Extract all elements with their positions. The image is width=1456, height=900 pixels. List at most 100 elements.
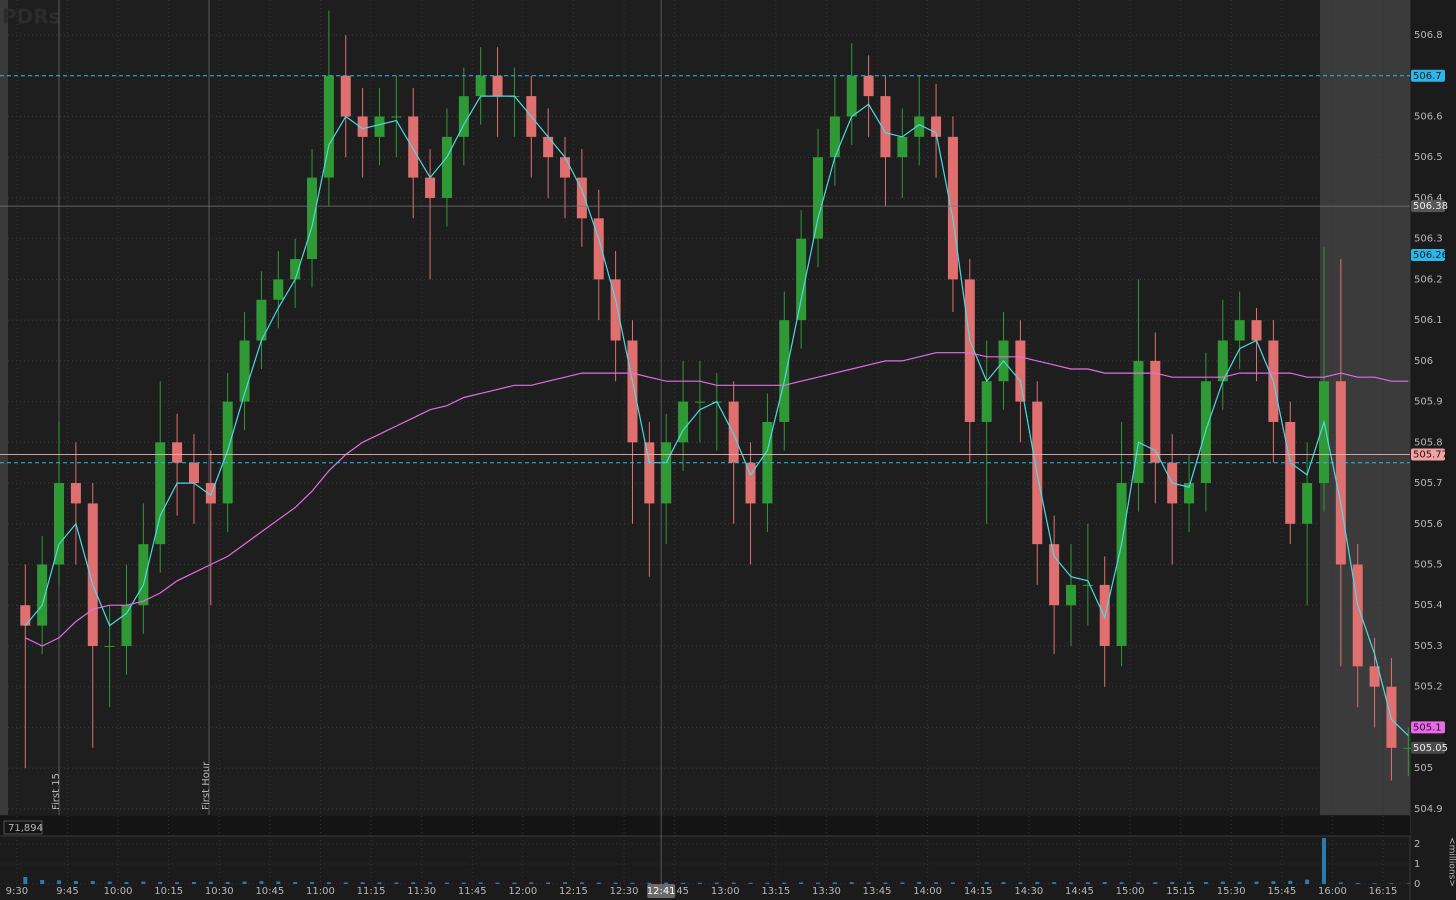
- x-tick-label: 12:00: [508, 886, 537, 897]
- volume-bar: [360, 882, 365, 884]
- indicator-line: [24, 95, 1409, 737]
- volume-bar: [1018, 882, 1023, 884]
- candle-body: [1133, 360, 1144, 484]
- candle-body: [1082, 584, 1093, 586]
- candle-body: [87, 503, 98, 646]
- candle-body: [863, 75, 874, 97]
- volume-bar: [596, 882, 601, 884]
- x-tick-label: 14:45: [1065, 886, 1094, 897]
- candle-body: [796, 238, 807, 321]
- price-label-box: [1411, 69, 1445, 82]
- volume-bar: [866, 882, 871, 884]
- y-tick-label: 1: [1414, 859, 1420, 870]
- candle-body: [694, 401, 705, 403]
- volume-bar: [512, 882, 517, 884]
- candle-body: [1302, 483, 1313, 524]
- volume-bar: [23, 877, 28, 884]
- candle-body: [661, 442, 672, 504]
- volume-bar: [681, 882, 686, 884]
- y-tick-label: 505.7: [1414, 478, 1443, 489]
- candle-body: [425, 177, 436, 198]
- candle-body: [374, 116, 385, 137]
- y-tick-label: 506.3: [1414, 234, 1443, 245]
- volume-bar: [394, 882, 399, 884]
- candle-body: [846, 75, 857, 117]
- volume-header: [0, 816, 1410, 836]
- candle-body: [897, 136, 908, 158]
- volume-bar: [293, 882, 298, 884]
- candle-body: [155, 442, 166, 545]
- volume-bar: [1035, 882, 1040, 884]
- price-label: 506.38: [1413, 201, 1448, 212]
- candle-body: [1015, 340, 1026, 402]
- candle-body: [1217, 340, 1228, 382]
- candle-body: [914, 116, 925, 137]
- candle-body: [239, 340, 250, 402]
- x-tick-label: 12:30: [610, 886, 639, 897]
- afterhours-shade: [1320, 0, 1410, 815]
- volume-bar: [984, 882, 989, 884]
- volume-bar: [563, 882, 568, 884]
- x-tick-label: 13:00: [711, 886, 740, 897]
- volume-bar: [900, 882, 905, 884]
- premarket-shade: [0, 0, 8, 815]
- candle-body: [1251, 320, 1262, 341]
- candle-body: [37, 564, 48, 626]
- volume-bar: [1321, 838, 1326, 884]
- y-tick-label: 506.4: [1414, 193, 1443, 204]
- candle-body: [610, 279, 621, 341]
- price-label-box: [1411, 248, 1445, 261]
- candle-body: [1049, 544, 1060, 606]
- y-tick-label: 505.6: [1414, 519, 1443, 530]
- price-label: 505.05: [1413, 743, 1448, 754]
- price-label: 506.7: [1413, 71, 1442, 82]
- candle-body: [829, 116, 840, 158]
- x-tick-label: 11:30: [407, 886, 436, 897]
- price-label: 506.26: [1413, 250, 1448, 261]
- volume-bar: [1271, 881, 1276, 884]
- volume-bar: [225, 882, 230, 884]
- volume-bar: [444, 882, 449, 884]
- candle-body: [1184, 483, 1195, 504]
- volume-unit: <millions>: [1447, 837, 1456, 887]
- candle-body: [1318, 381, 1329, 484]
- volume-bar: [326, 882, 331, 884]
- y-tick-label: 0: [1414, 879, 1420, 890]
- volume-bar: [664, 882, 669, 884]
- volume-bar: [816, 882, 821, 884]
- volume-bar: [1389, 883, 1394, 884]
- volume-bar: [461, 882, 466, 884]
- candle-body: [1369, 666, 1380, 687]
- volume-bar: [1305, 879, 1310, 884]
- volume-bar: [1406, 883, 1411, 884]
- volume-bar: [1001, 882, 1006, 884]
- first15-label: First 15: [51, 773, 62, 810]
- volume-bar: [73, 881, 78, 884]
- volume-bar: [782, 882, 787, 884]
- x-tick-label: 13:15: [761, 886, 790, 897]
- y-tick-label: 506.6: [1414, 111, 1443, 122]
- volume-bar: [343, 882, 348, 884]
- volume-bar: [124, 882, 129, 884]
- price-label-box: [1411, 741, 1445, 754]
- y-tick-label: 506.1: [1414, 315, 1443, 326]
- x-tick-label: 11:45: [458, 886, 487, 897]
- volume-label-box: [3, 820, 43, 835]
- candle-body: [70, 483, 81, 504]
- candle-body: [323, 75, 334, 178]
- crosshair-time: 12:41: [647, 886, 676, 897]
- volume-bar: [883, 882, 888, 884]
- y-tick-label: 505.9: [1414, 397, 1443, 408]
- x-tick-label: 13:45: [863, 886, 892, 897]
- x-tick-label: 15:45: [1267, 886, 1296, 897]
- first-hour-label: First Hour: [201, 761, 212, 810]
- x-tick-label: 14:15: [964, 886, 993, 897]
- candle-body: [1285, 421, 1296, 524]
- candle-body: [1403, 747, 1414, 749]
- volume-bar: [714, 882, 719, 884]
- volume-bar: [1187, 881, 1192, 884]
- volume-bar: [917, 882, 922, 884]
- candle-body: [576, 177, 587, 219]
- candle-body: [458, 96, 469, 137]
- candle-body: [813, 157, 824, 239]
